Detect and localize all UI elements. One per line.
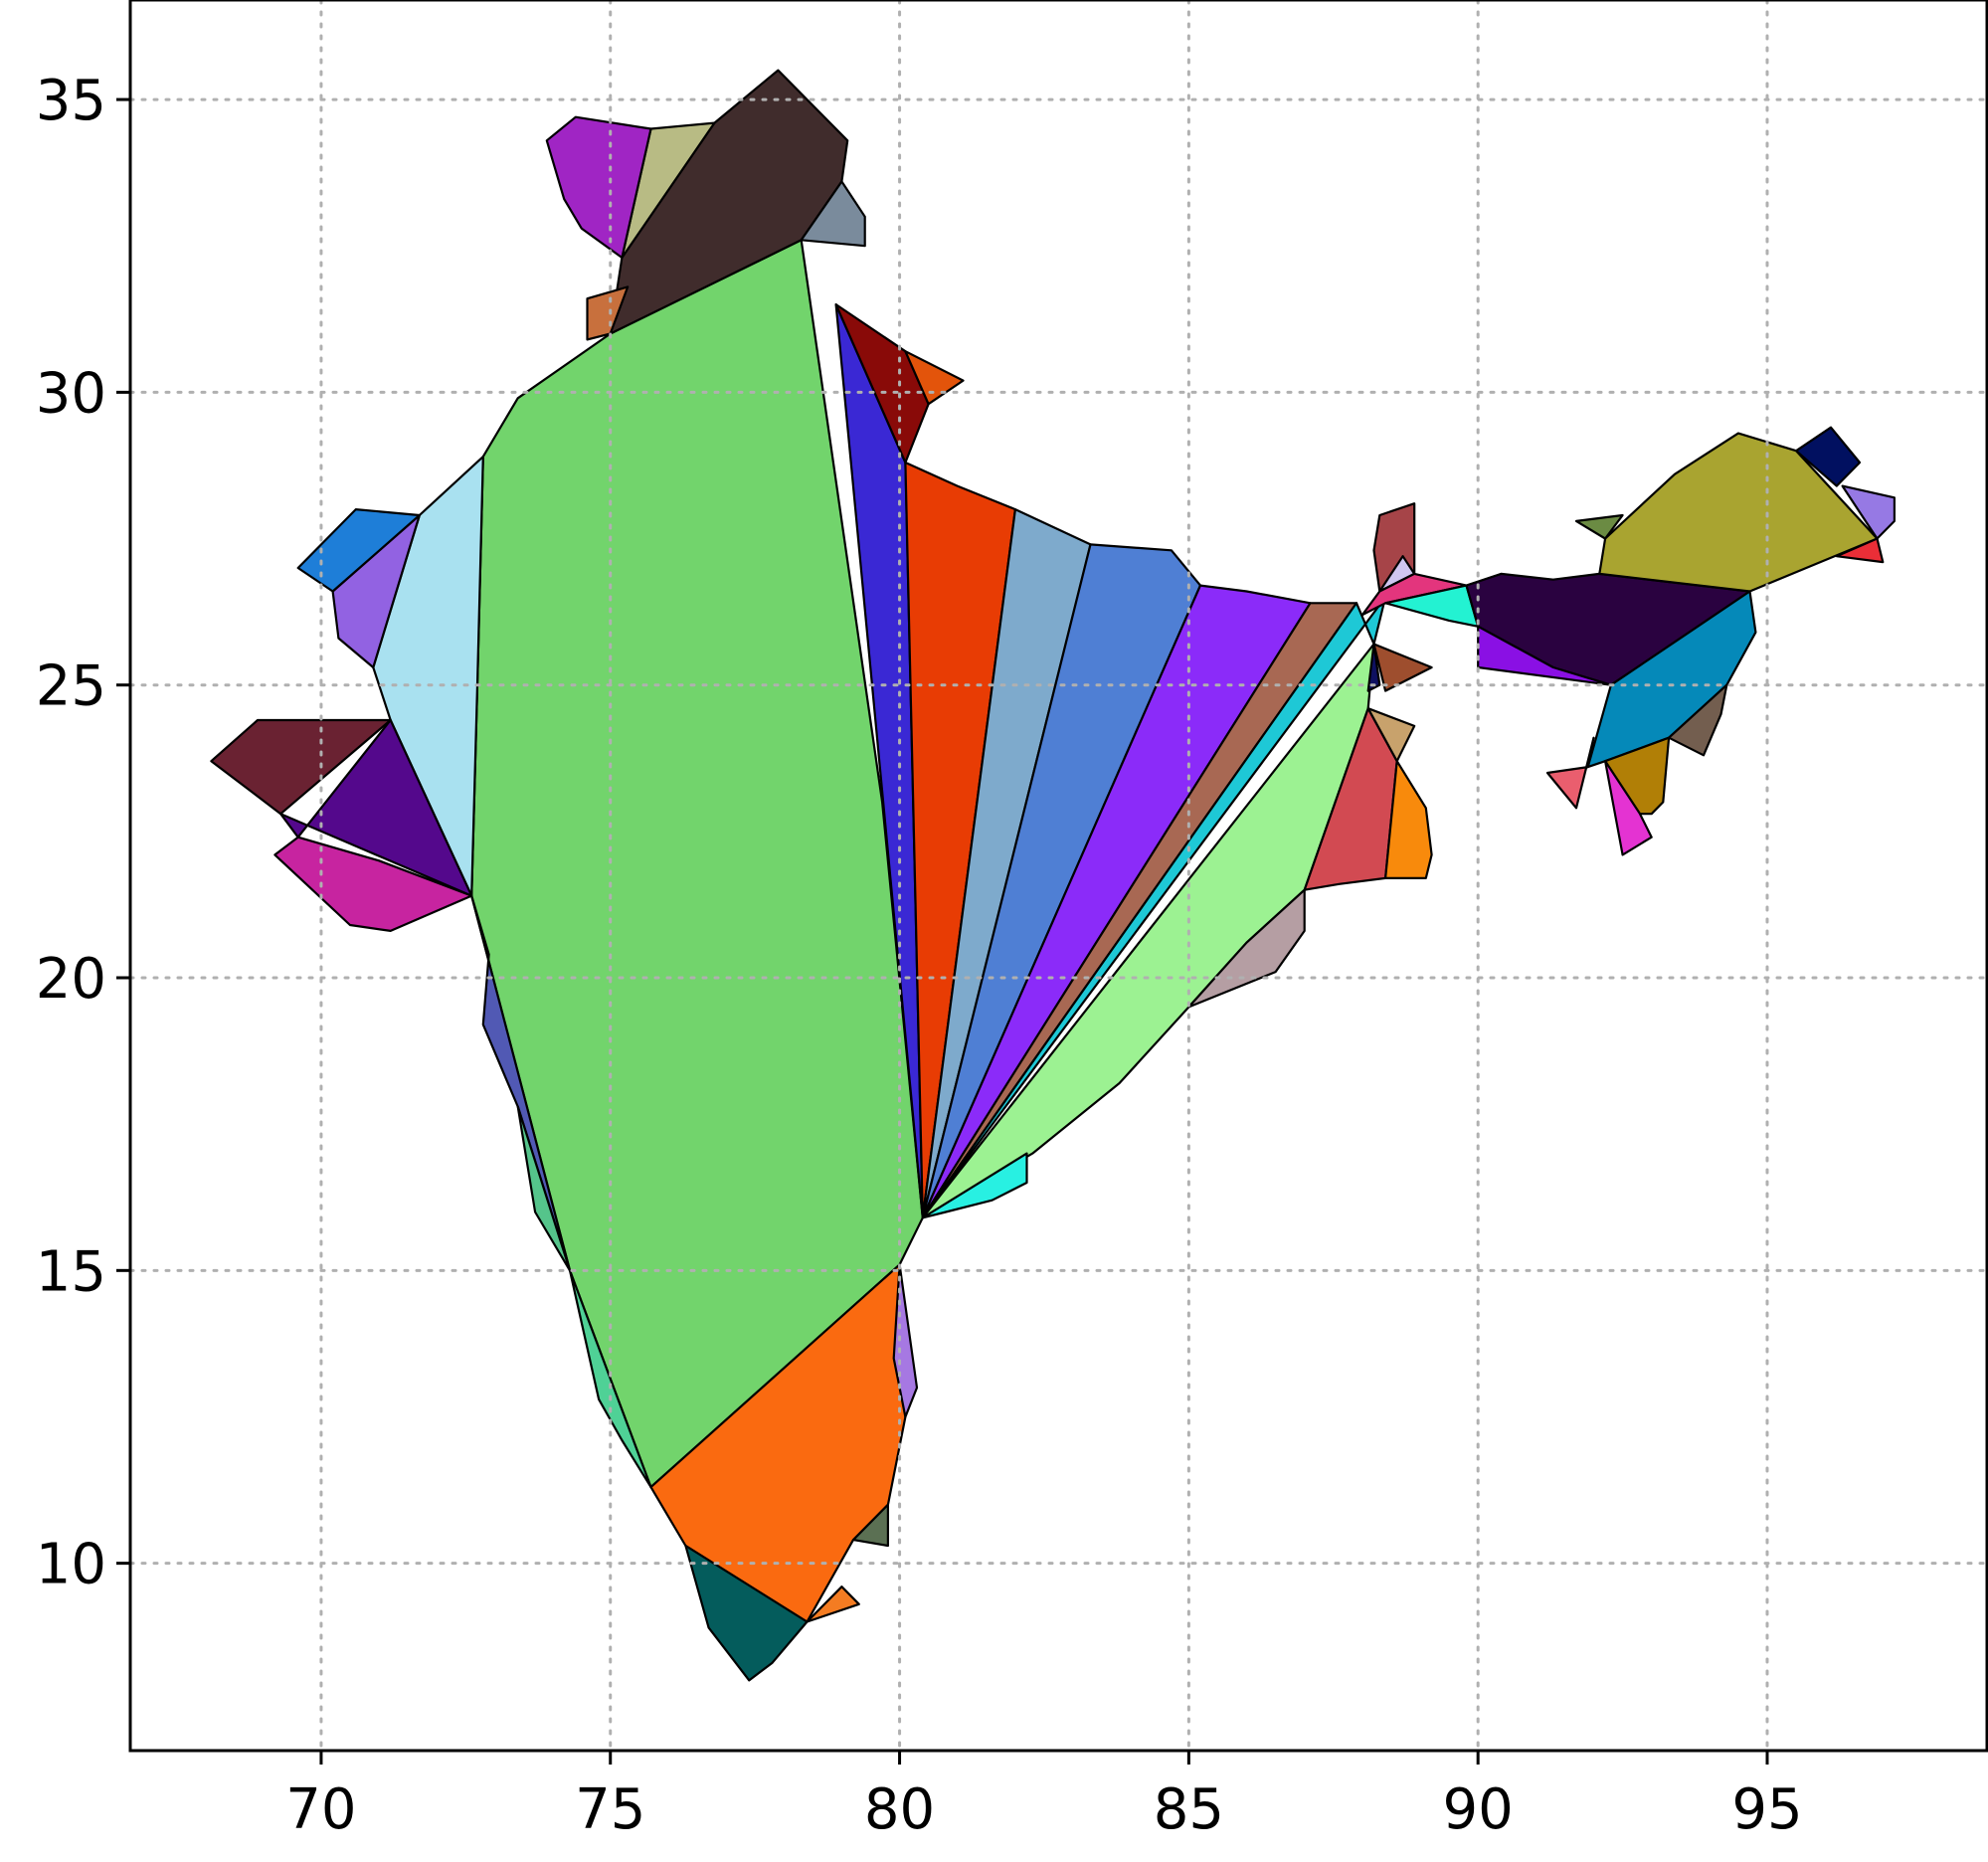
region-r-ne-3 <box>1360 572 1468 617</box>
region-r-south-2 <box>684 1544 809 1682</box>
region-r-north-5 <box>586 285 630 341</box>
x-tick-label: 85 <box>1154 1777 1224 1842</box>
region-r-east-14 <box>1383 760 1433 880</box>
region-r-south-5 <box>806 1585 860 1623</box>
region-r-ne-15 <box>1603 760 1653 856</box>
axes-frame <box>128 0 1988 1753</box>
region-r-ne-9 <box>1841 484 1897 540</box>
y-tick-label: 15 <box>36 1239 106 1304</box>
gridlines <box>128 0 1988 1753</box>
region-r-ne-8 <box>1794 426 1862 487</box>
region-r-north-4 <box>800 180 866 248</box>
region-r-ne-13 <box>1667 683 1728 757</box>
x-tick-label: 95 <box>1731 1777 1802 1842</box>
x-tick-label: 70 <box>285 1777 356 1842</box>
region-r-west-5 <box>210 718 392 816</box>
y-axis-ticks: 10 15 20 25 30 35 <box>36 69 130 1597</box>
y-tick-label: 20 <box>36 947 106 1012</box>
region-r-west-9 <box>568 1269 652 1489</box>
y-tick-label: 35 <box>36 69 106 133</box>
y-tick-label: 30 <box>36 361 106 426</box>
y-tick-label: 25 <box>36 654 106 719</box>
region-r-west-7 <box>470 894 572 1272</box>
x-tick-label: 75 <box>575 1777 645 1842</box>
region-r-west-8 <box>516 1105 572 1272</box>
region-r-north-3 <box>545 115 652 260</box>
x-tick-label: 90 <box>1443 1777 1514 1842</box>
region-r-east-17 <box>1366 643 1381 692</box>
region-r-east-16 <box>1372 643 1433 692</box>
x-axis-ticks: 70 75 80 85 90 95 <box>285 1751 1803 1842</box>
region-r-ne-16 <box>1545 736 1595 810</box>
region-r-south-3 <box>851 1503 890 1548</box>
x-tick-label: 80 <box>864 1777 935 1842</box>
region-r-east-15 <box>1366 707 1416 763</box>
y-tick-label: 10 <box>36 1533 106 1597</box>
region-r-ne-10 <box>1835 537 1885 564</box>
region-r-east-12 <box>921 1152 1028 1219</box>
region-r-ne-11 <box>1574 513 1624 540</box>
region-layer <box>210 69 1897 1682</box>
